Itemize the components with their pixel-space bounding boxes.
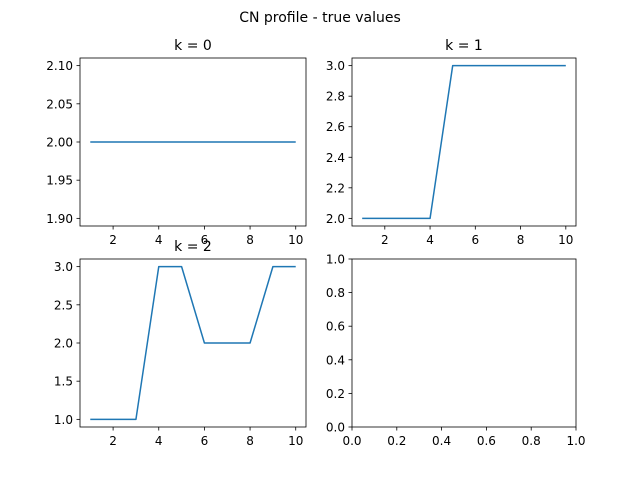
x-tick-label-3-2: 0.4	[432, 434, 451, 448]
series-line-2-0	[90, 265, 296, 421]
subplot-title-2: k = 2	[174, 239, 212, 255]
y-tick-label-0-1: 1.95	[46, 174, 73, 188]
y-tick-label-1-5: 3.0	[326, 59, 345, 73]
x-tick-label-1-3: 8	[517, 233, 525, 247]
y-tick-label-3-3: 0.6	[326, 320, 345, 334]
x-tick-label-1-2: 6	[471, 233, 479, 247]
x-tick-label-2-2: 6	[201, 434, 209, 448]
y-tick-label-0-4: 2.10	[46, 59, 73, 73]
x-tick-label-1-0: 2	[381, 233, 389, 247]
y-tick-label-2-0: 1.0	[54, 413, 73, 427]
x-tick-label-0-3: 8	[246, 233, 254, 247]
y-tick-label-3-1: 0.2	[326, 387, 345, 401]
x-tick-label-2-0: 2	[109, 434, 117, 448]
x-tick-label-3-3: 0.6	[477, 434, 496, 448]
x-tick-label-3-4: 0.8	[522, 434, 541, 448]
x-tick-label-0-1: 4	[155, 233, 163, 247]
x-tick-label-2-3: 8	[246, 434, 254, 448]
axes-frame-1	[351, 57, 577, 227]
series-line-1-0	[362, 64, 566, 220]
x-tick-label-0-2: 6	[201, 233, 209, 247]
y-tick-label-2-2: 2.0	[54, 337, 73, 351]
y-tick-label-1-3: 2.6	[326, 120, 345, 134]
subplot-title-0: k = 0	[174, 38, 212, 54]
x-tick-label-2-1: 4	[155, 434, 163, 448]
figure-suptitle: CN profile - true values	[239, 10, 401, 26]
y-tick-label-0-0: 1.90	[46, 212, 73, 226]
y-tick-label-0-2: 2.00	[46, 136, 73, 150]
y-tick-label-0-3: 2.05	[46, 97, 73, 111]
subplot-title-1: k = 1	[445, 38, 483, 54]
subplots-container: 2 4 6 8 10 1.90 1.95 2.00 2.05 2.10 k = 0 2 4 6 8 10 2.0…	[46, 38, 585, 448]
subplot-0: 2 4 6 8 10 1.90 1.95 2.00 2.05 2.10 k = 0	[46, 38, 307, 247]
x-tick-label-1-1: 4	[426, 233, 434, 247]
x-tick-label-0-4: 10	[288, 233, 303, 247]
subplot-3: 0.0 0.2 0.4 0.6 0.8 1.0 0.0 0.2 0.4 0.6 0.8 1.0	[326, 253, 586, 449]
y-tick-label-3-0: 0.0	[326, 421, 345, 435]
x-tick-label-1-4: 10	[558, 233, 573, 247]
x-tick-label-2-4: 10	[288, 434, 303, 448]
subplot-2: 2 4 6 8 10 1.0 1.5 2.0 2.5 3.0 k = 2	[54, 239, 307, 448]
x-tick-label-3-5: 1.0	[566, 434, 585, 448]
x-tick-label-3-1: 0.2	[387, 434, 406, 448]
axes-frame-3	[351, 258, 577, 428]
y-tick-label-1-4: 2.8	[326, 90, 345, 104]
y-tick-label-3-5: 1.0	[326, 253, 345, 267]
x-tick-label-0-0: 2	[109, 233, 117, 247]
y-tick-label-2-1: 1.5	[54, 375, 73, 389]
y-tick-label-3-2: 0.4	[326, 353, 345, 367]
subplot-1: 2 4 6 8 10 2.0 2.2 2.4 2.6 2.8 3.0 k = 1	[326, 38, 577, 247]
y-tick-label-1-2: 2.4	[326, 151, 345, 165]
x-tick-label-3-0: 0.0	[342, 434, 361, 448]
y-tick-label-3-4: 0.8	[326, 286, 345, 300]
y-tick-label-1-1: 2.2	[326, 181, 345, 195]
y-tick-label-2-3: 2.5	[54, 298, 73, 312]
axes-frame-2	[79, 258, 307, 428]
y-tick-label-1-0: 2.0	[326, 212, 345, 226]
y-tick-label-2-4: 3.0	[54, 260, 73, 274]
